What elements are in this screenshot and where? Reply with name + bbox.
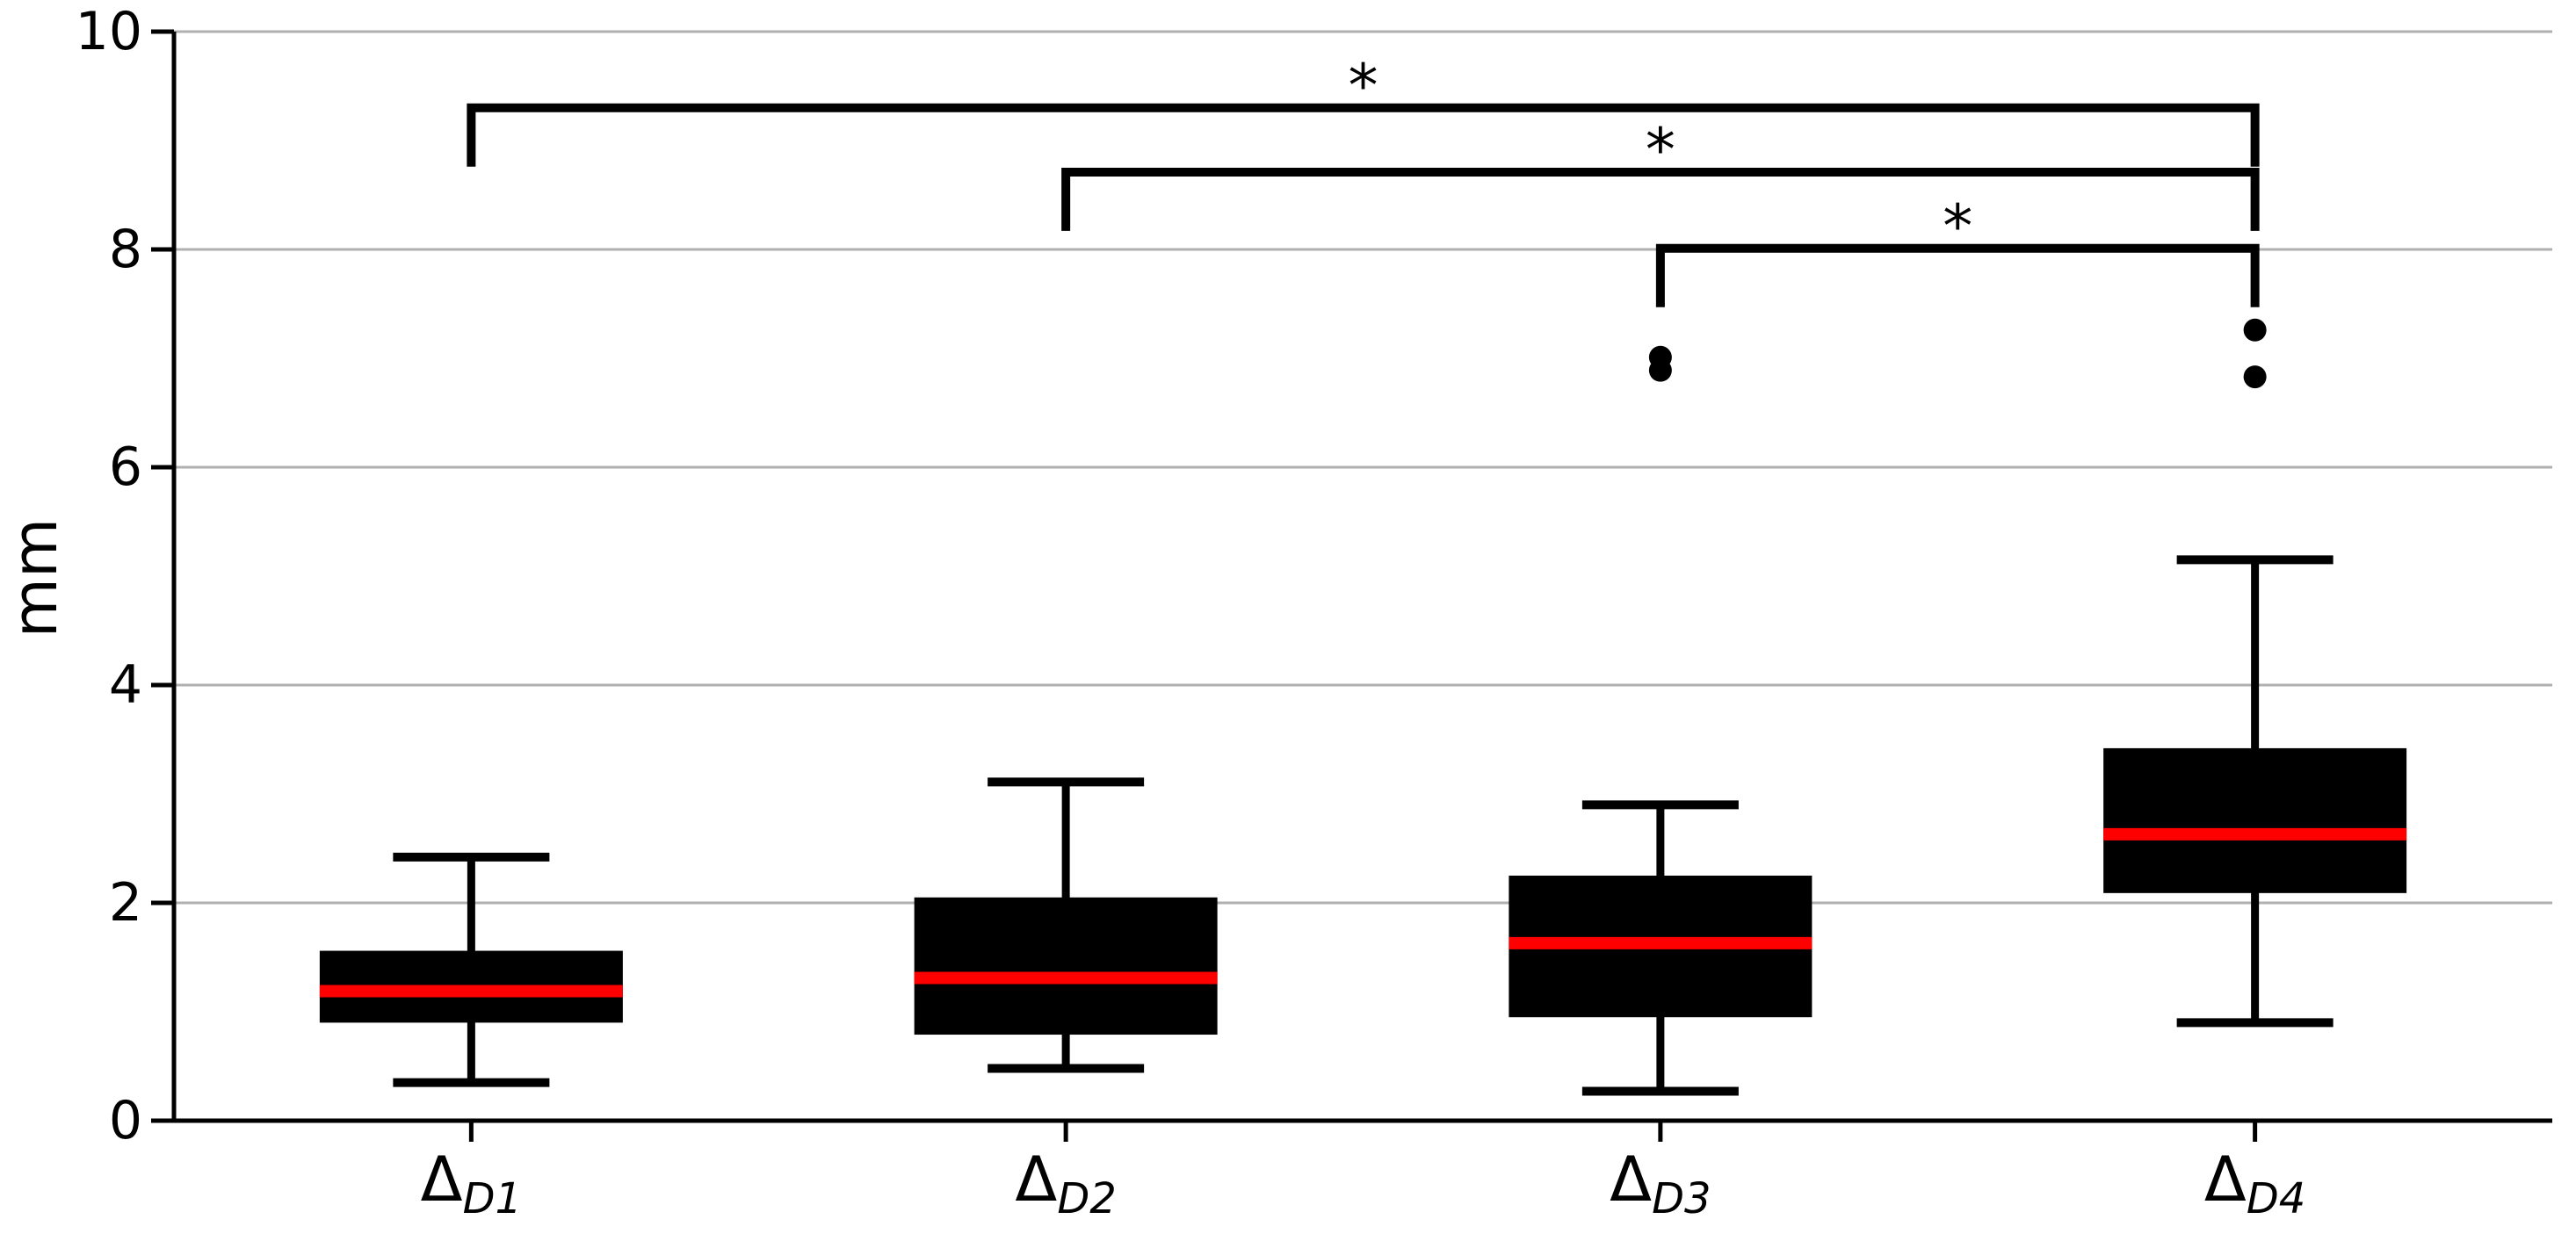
y-tick-label-6: 6: [109, 437, 142, 498]
y-tick-label-8: 8: [109, 219, 142, 280]
outlier-dot-4-2: [2243, 318, 2267, 342]
sig-bracket-1: [467, 103, 2260, 167]
y-tick-label-0: 0: [109, 1090, 142, 1151]
outlier-dot-3-2: [1648, 345, 1672, 369]
x-tick-label-1: ΔD1: [421, 1144, 522, 1223]
sig-bracket-2: [1061, 167, 2260, 231]
box-rect-4: [2103, 747, 2407, 893]
y-tick-label-2: 2: [109, 872, 142, 934]
sig-asterisk-2: *: [1646, 116, 1675, 185]
box-rect-2: [914, 897, 1218, 1035]
x-tick-label-3: ΔD3: [1610, 1144, 1711, 1223]
sig-asterisk-1: *: [1349, 52, 1378, 121]
y-axis-label: mm: [0, 518, 71, 638]
x-tick-label-2: ΔD2: [1015, 1144, 1116, 1223]
outlier-dot-4-1: [2243, 365, 2267, 389]
x-tick-label-4: ΔD4: [2204, 1144, 2305, 1223]
y-tick-label-4: 4: [109, 654, 142, 716]
sig-bracket-3: [1655, 243, 2260, 307]
y-tick-label-10: 10: [76, 1, 142, 62]
sig-asterisk-3: *: [1943, 192, 1972, 262]
